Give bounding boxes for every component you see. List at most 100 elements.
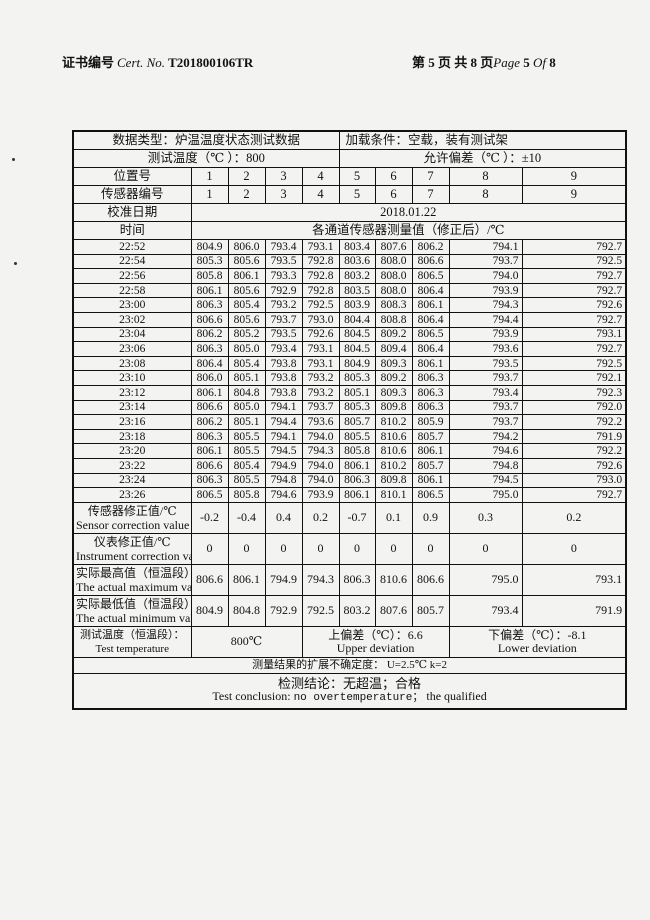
lower-deviation: 下偏差（℃）：-8.1 Lower deviation (448, 625, 627, 658)
time-cell: 23:18 (72, 428, 192, 445)
actual-max-value: 795.0 (448, 563, 523, 596)
value-cell: 804.4 (338, 311, 376, 328)
value-cell: 805.1 (338, 384, 376, 401)
value-cell: 808.0 (374, 268, 413, 284)
value-cell: 794.6 (264, 487, 303, 503)
cert-no: T201800106TR (168, 55, 254, 70)
calibration-date-label: 校准日期 (72, 203, 192, 222)
value-cell: 809.3 (374, 355, 413, 372)
value-cell: 809.8 (374, 399, 413, 416)
table-row: 22:54 805.3 805.6 793.5 792.8 803.6 808.0 806.6… (72, 253, 627, 270)
value-cell: 793.1 (521, 326, 627, 343)
table-row: 22:56 805.8 806.1 793.3 792.8 803.2 808.0 806.5… (72, 268, 627, 284)
lower-cn: 下偏差（℃）：-8.1 (488, 627, 587, 642)
value-cell: 803.6 (338, 253, 376, 270)
cert-label-cn: 证书编号 (62, 55, 115, 70)
page-number: 5 (523, 55, 530, 70)
sensor-number: 2 (227, 185, 266, 204)
value-cell: 805.8 (227, 487, 266, 503)
page-cn: 第 (412, 55, 426, 70)
value-cell: 793.4 (448, 384, 523, 401)
value-cell: 804.9 (190, 239, 229, 255)
value-cell: 794.0 (301, 428, 340, 445)
value-cell: 808.0 (374, 253, 413, 270)
time-label: 时间 (72, 221, 192, 240)
table-row: 23:26 806.5 805.8 794.6 793.9 806.1 810.1 806.5… (72, 487, 627, 503)
page-indicator: 第 5 页 共 8 页Page 5 Of 8 (412, 52, 556, 71)
value-cell: 792.0 (521, 399, 627, 416)
value-cell: 805.8 (338, 443, 376, 459)
value-cell: 806.6 (190, 457, 229, 474)
label-en: Sensor correction value (76, 517, 190, 532)
value-cell: 805.5 (338, 428, 376, 445)
upper-deviation: 上偏差（℃）：6.6 Upper deviation (301, 625, 450, 658)
label-en: The actual maximum value (76, 579, 190, 594)
actual-min-value: 792.5 (301, 594, 340, 627)
value-cell: 806.5 (411, 326, 450, 343)
value-cell: 803.5 (338, 282, 376, 299)
value-cell: 806.1 (411, 472, 450, 489)
value-cell: 793.7 (448, 253, 523, 270)
instrument-correction-value: 0 (411, 532, 450, 565)
table-row: 23:20 806.1 805.5 794.5 794.3 805.8 810.6 806.1… (72, 443, 627, 459)
actual-max-value: 793.1 (521, 563, 627, 596)
label-cn: 测试温度（恒温段）： (80, 628, 185, 641)
time-cell: 23:20 (72, 443, 192, 459)
value-cell: 794.4 (448, 311, 523, 328)
value-cell: 793.7 (448, 370, 523, 386)
value-cell: 810.1 (374, 487, 413, 503)
value-cell: 806.4 (411, 341, 450, 357)
value-cell: 806.2 (190, 414, 229, 430)
table-row: 22:52 804.9 806.0 793.4 793.1 803.4 807.6 806.2… (72, 239, 627, 255)
value-cell: 806.0 (190, 370, 229, 386)
value-cell: 792.8 (301, 253, 340, 270)
value-cell: 805.3 (338, 370, 376, 386)
value-cell: 805.4 (227, 355, 266, 372)
sensor-number: 4 (301, 185, 340, 204)
time-cell: 22:52 (72, 239, 192, 255)
value-cell: 808.3 (374, 297, 413, 313)
value-cell: 803.2 (338, 268, 376, 284)
table-row: 23:00 806.3 805.4 793.2 792.5 803.9 808.3 806.1… (72, 297, 627, 313)
sensor-correction-value: -0.7 (338, 501, 376, 534)
value-cell: 792.6 (521, 297, 627, 313)
table-row: 23:08 806.4 805.4 793.8 793.1 804.9 809.3 806.1… (72, 355, 627, 372)
value-cell: 806.4 (411, 282, 450, 299)
page-total: 8 (470, 55, 478, 70)
time-cell: 23:00 (72, 297, 192, 313)
sensor-correction-value: 0.4 (264, 501, 303, 534)
instrument-correction-value: 0 (227, 532, 266, 565)
sensor-number: 7 (411, 185, 450, 204)
value-cell: 794.3 (301, 443, 340, 459)
actual-min-value: 807.6 (374, 594, 413, 627)
value-cell: 806.5 (411, 268, 450, 284)
value-cell: 793.9 (448, 326, 523, 343)
table-row: 23:22 806.6 805.4 794.9 794.0 806.1 810.2 805.7… (72, 457, 627, 474)
value-cell: 804.5 (338, 341, 376, 357)
value-cell: 806.4 (190, 355, 229, 372)
actual-max-value: 806.1 (227, 563, 266, 596)
value-cell: 805.4 (227, 297, 266, 313)
actual-max-value: 806.3 (338, 563, 376, 596)
value-cell: 806.3 (190, 297, 229, 313)
data-type: 数据类型：炉温温度状态测试数据 (72, 130, 340, 150)
time-cell: 22:56 (72, 268, 192, 284)
sensor-correction-row: 传感器修正值/℃ Sensor correction value -0.2 -0.4 0… (72, 501, 627, 534)
value-cell: 793.8 (264, 370, 303, 386)
position-number: 8 (448, 167, 523, 186)
value-cell: 806.1 (338, 487, 376, 503)
value-cell: 805.1 (227, 414, 266, 430)
time-cell: 23:08 (72, 355, 192, 372)
scan-speck (14, 262, 17, 265)
position-number: 5 (338, 167, 376, 186)
value-cell: 792.8 (301, 268, 340, 284)
conclusion-en: no overtemperature； (293, 691, 424, 704)
label-en: Instrument correction value (76, 548, 190, 563)
value-cell: 806.6 (190, 399, 229, 416)
label-cn: 传感器修正值/℃ (87, 503, 177, 518)
actual-min-value: 804.8 (227, 594, 266, 627)
position-number: 1 (190, 167, 229, 186)
test-temp-label: 测试温度（恒温段）： Test temperature (72, 625, 192, 658)
